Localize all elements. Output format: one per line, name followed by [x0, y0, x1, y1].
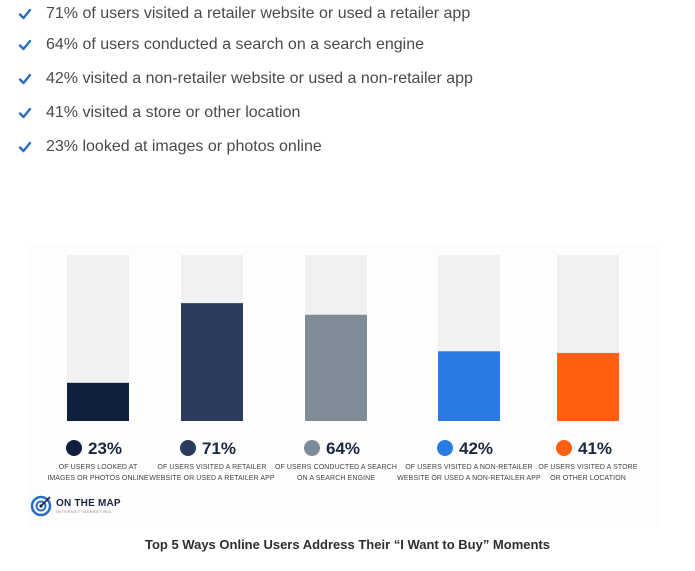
check-icon — [18, 8, 32, 20]
category-label: OF USERS VISITED A STORE — [538, 464, 637, 471]
category-label: OF USERS LOOKED AT — [59, 464, 138, 471]
value-label: 64% — [326, 439, 360, 458]
checklist-text: 41% visited a store or other location — [46, 104, 301, 121]
category-label: WEBSITE OR USED A RETAILER APP — [149, 475, 275, 482]
logo-subtitle: INTERNET MARKETING — [56, 508, 112, 514]
checklist-item: 42% visited a non-retailer website or us… — [18, 62, 473, 96]
value-label: 23% — [88, 439, 122, 458]
bar — [67, 382, 129, 421]
bar — [557, 352, 619, 421]
value-label: 42% — [459, 439, 493, 458]
checklist-text: 64% of users conducted a search on a sea… — [46, 36, 425, 53]
bar-chart: 23% OF USERS LOOKED AT IMAGES OR PHOTOS ON… — [28, 243, 661, 528]
bar — [305, 314, 367, 421]
category-label: OF USERS VISITED A RETAILER — [157, 464, 266, 471]
chart-caption: Top 5 Ways Online Users Address Their “I… — [145, 537, 550, 552]
legend-dot — [437, 440, 453, 456]
checklist-item: 71% of users visited a retailer website … — [18, 0, 473, 28]
legend-dot — [66, 440, 82, 456]
bar — [181, 303, 243, 421]
checklist-item: 41% visited a store or other location — [18, 96, 473, 130]
category-label: OF USERS CONDUCTED A SEARCH — [275, 464, 397, 471]
checklist-item: 23% looked at images or photos online — [18, 130, 473, 164]
value-label: 71% — [202, 439, 236, 458]
check-icon — [18, 141, 32, 153]
bar — [438, 351, 500, 421]
check-icon — [18, 107, 32, 119]
logo-target-icon — [30, 495, 52, 517]
category-label: ON A SEARCH ENGINE — [297, 475, 375, 482]
on-the-map-logo: ON THE MAP INTERNET MARKETING — [30, 495, 121, 517]
legend-dot — [556, 440, 572, 456]
category-label: IMAGES OR PHOTOS ONLINE — [47, 475, 149, 482]
checklist-item: 64% of users conducted a search on a sea… — [18, 28, 473, 62]
logo-name: ON THE MAP — [56, 497, 121, 509]
category-label: WEBSITE OR USED A NON-RETAILER APP — [397, 475, 541, 482]
checklist-text: 71% of users visited a retailer website … — [46, 5, 471, 22]
category-label: OF USERS VISITED A NON-RETAILER — [405, 464, 532, 471]
category-label: OR OTHER LOCATION — [550, 475, 626, 482]
checklist-text: 42% visited a non-retailer website or us… — [46, 70, 473, 87]
bar-chart-svg: 23% OF USERS LOOKED AT IMAGES OR PHOTOS ON… — [47, 255, 638, 482]
checklist-text: 23% looked at images or photos online — [46, 138, 322, 155]
legend-dot — [180, 440, 196, 456]
checklist: 71% of users visited a retailer website … — [18, 0, 473, 164]
legend-dot — [304, 440, 320, 456]
value-label: 41% — [578, 439, 612, 458]
check-icon — [18, 73, 32, 85]
check-icon — [18, 39, 32, 51]
